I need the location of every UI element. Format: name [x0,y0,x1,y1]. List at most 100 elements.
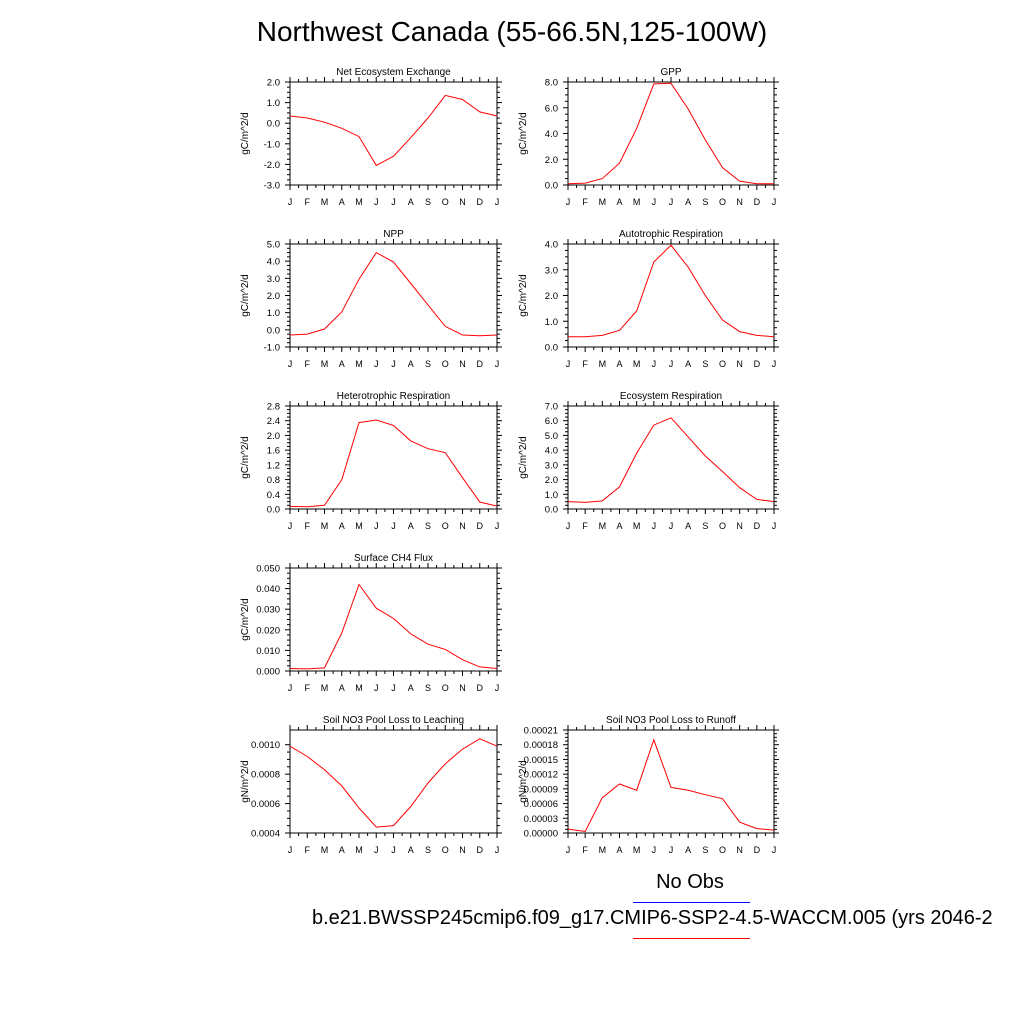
data-point [496,334,498,336]
y-tick-label: 2.0 [545,291,558,302]
y-tick-label: 0.00012 [524,770,558,781]
x-tick-label: A [408,521,414,531]
x-tick-label: J [288,197,293,207]
data-point [375,607,377,609]
x-tick-label: D [477,197,484,207]
data-point [461,658,463,660]
y-tick-label: 8.0 [545,78,558,89]
x-tick-label: J [669,845,674,855]
data-point [687,436,689,438]
x-tick-label: J [669,359,674,369]
x-tick-label: S [425,521,431,531]
y-tick-label: 0.0 [545,181,558,192]
x-tick-label: J [772,845,777,855]
x-tick-label: A [685,845,691,855]
plot-frame [289,81,498,186]
data-point [584,501,586,503]
x-tick-label: N [459,197,466,207]
x-tick-label: A [685,359,691,369]
data-point [461,98,463,100]
data-point [427,643,429,645]
y-tick-label: 2.0 [545,475,558,486]
data-point [341,311,343,313]
x-tick-label: J [374,197,379,207]
x-tick-label: D [754,521,761,531]
data-point [567,500,569,502]
x-tick-label: A [685,197,691,207]
x-tick-label: S [702,197,708,207]
y-tick-label: 0.000 [256,667,280,678]
x-tick-label: M [355,683,363,693]
data-point [601,500,603,502]
legend-obs-label: No Obs [656,871,724,893]
data-point [358,278,360,280]
data-point [444,452,446,454]
data-point [341,632,343,634]
x-tick-label: S [425,197,431,207]
x-tick-label: N [736,845,743,855]
plot-frame [289,405,498,510]
data-point [635,127,637,129]
x-tick-label: J [495,197,500,207]
y-tick-label: 0.0 [545,343,558,354]
y-axis-label: gC/m^2/d [240,436,251,479]
data-point [635,310,637,312]
x-tick-label: M [633,845,641,855]
data-point [289,505,291,507]
data-point [375,164,377,166]
y-tick-label: 0.00021 [524,726,558,737]
x-tick-label: J [772,359,777,369]
y-tick-label: 4.0 [267,257,280,268]
data-point [410,633,412,635]
x-tick-label: S [425,683,431,693]
y-tick-label: 6.0 [545,103,558,114]
y-tick-label: 0.040 [256,584,280,595]
data-point [496,505,498,507]
data-point [461,748,463,750]
x-tick-label: J [374,359,379,369]
y-tick-label: 1.0 [545,490,558,501]
data-point [773,829,775,831]
data-point [635,452,637,454]
data-point [584,830,586,832]
x-tick-label: F [305,359,311,369]
chart-title: Net Ecosystem Exchange [336,67,451,78]
data-point [461,477,463,479]
data-point [392,824,394,826]
x-tick-label: A [408,683,414,693]
x-tick-label: J [495,845,500,855]
data-point [670,417,672,419]
legend-case-line [633,938,750,939]
y-tick-label: 2.0 [545,155,558,166]
x-tick-label: F [582,521,588,531]
data-point [444,325,446,327]
data-point [289,667,291,669]
x-tick-label: J [288,845,293,855]
x-tick-label: J [391,359,396,369]
data-point [306,117,308,119]
y-tick-label: 0.00018 [524,740,558,751]
data-point [601,796,603,798]
y-tick-label: 1.6 [267,446,280,457]
y-axis-label: gC/m^2/d [240,112,251,155]
plot-frame [567,729,775,834]
data-point [773,183,775,185]
x-tick-label: J [288,683,293,693]
data-point [410,136,412,138]
y-tick-label: 3.0 [545,460,558,471]
y-tick-label: 5.0 [545,431,558,442]
data-point [584,182,586,184]
data-point [601,334,603,336]
x-tick-label: F [582,197,588,207]
data-point [704,794,706,796]
data-point [756,183,758,185]
legend-obs-line [633,902,750,903]
x-tick-label: J [566,521,571,531]
data-point [444,763,446,765]
y-tick-label: 3.0 [267,274,280,285]
data-point [479,666,481,668]
x-tick-label: O [442,683,449,693]
y-tick-label: 2.4 [267,416,280,427]
